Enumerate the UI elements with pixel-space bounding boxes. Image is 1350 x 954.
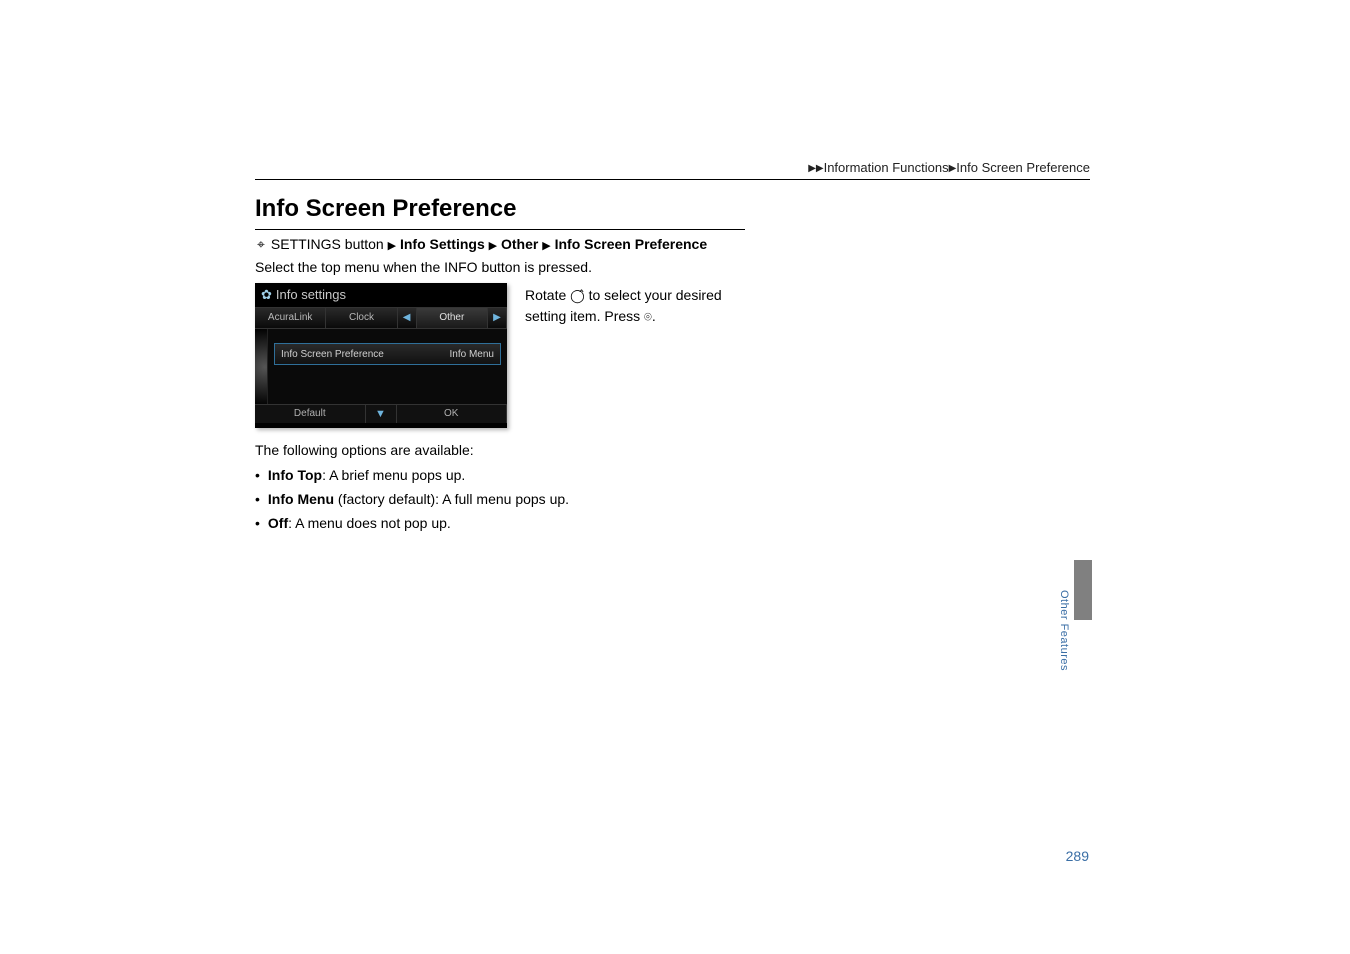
list-item: Off: A menu does not pop up. <box>255 512 855 536</box>
path-pref: Info Screen Preference <box>555 236 708 252</box>
option-desc: : A brief menu pops up. <box>322 467 465 483</box>
instruction-text: Select the top menu when the INFO button… <box>255 259 855 275</box>
path-other: Other <box>501 236 538 252</box>
tab-right-arrow-icon: ▶ <box>488 308 507 328</box>
nav-path: ⌖ SETTINGS button ▶ Info Settings ▶ Othe… <box>255 236 855 253</box>
triangle-icon: ▶▶ <box>808 163 823 174</box>
triangle-icon: ▶ <box>388 240 396 252</box>
breadcrumb: ▶▶Information Functions▶Info Screen Pref… <box>255 160 1090 180</box>
main-content: Info Screen Preference ⌖ SETTINGS button… <box>255 195 855 535</box>
device-screenshot: ✿ Info settings AcuraLink Clock ◀ Other ▶… <box>255 283 507 428</box>
triangle-icon: ▶ <box>542 240 550 252</box>
tab-left-arrow-icon: ◀ <box>398 308 417 328</box>
tab-other: Other <box>417 308 488 328</box>
screenshot-middle: Info Screen Preference Info Menu <box>255 329 507 404</box>
side-line1a: Rotate <box>525 287 570 303</box>
path-button: SETTINGS button <box>271 236 384 252</box>
knob-graphic <box>255 329 268 404</box>
side-tab: Other Features <box>1056 560 1092 690</box>
settings-icon: ⌖ <box>255 236 267 253</box>
option-label: Info Menu <box>268 491 334 507</box>
rotate-dial-icon: ◯̂ <box>570 288 585 303</box>
setting-row: Info Screen Preference Info Menu <box>274 343 501 365</box>
triangle-icon: ▶ <box>489 240 497 252</box>
options-intro: The following options are available: <box>255 442 855 458</box>
option-label: Off <box>268 515 288 531</box>
bottom-ok: OK <box>397 405 508 423</box>
side-line2a: setting item. Press <box>525 308 644 324</box>
bottom-default: Default <box>255 405 366 423</box>
breadcrumb-seg2: Info Screen Preference <box>956 160 1090 175</box>
side-tab-marker <box>1074 560 1092 620</box>
side-tab-label: Other Features <box>1058 590 1070 671</box>
screenshot-tabs: AcuraLink Clock ◀ Other ▶ <box>255 307 507 329</box>
setting-row-label: Info Screen Preference <box>281 349 384 360</box>
screenshot-title: Info settings <box>276 287 346 302</box>
side-instruction: Rotate ◯̂ to select your desired setting… <box>525 283 722 327</box>
option-desc: (factory default): A full menu pops up. <box>334 491 569 507</box>
setting-row-value: Info Menu <box>450 349 494 360</box>
page-title: Info Screen Preference <box>255 195 745 230</box>
list-item: Info Top: A brief menu pops up. <box>255 464 855 488</box>
breadcrumb-seg1: Information Functions <box>824 160 949 175</box>
option-label: Info Top <box>268 467 322 483</box>
page-number: 289 <box>1066 848 1089 864</box>
tab-acuralink: AcuraLink <box>255 308 326 328</box>
press-dial-icon: ⌾ <box>644 309 652 324</box>
side-line2b: . <box>652 308 656 324</box>
down-arrow-icon: ▼ <box>366 405 397 423</box>
screenshot-middle-content: Info Screen Preference Info Menu <box>268 329 507 404</box>
screenshot-title-row: ✿ Info settings <box>255 283 507 307</box>
gear-icon: ✿ <box>261 287 272 302</box>
tab-clock: Clock <box>326 308 397 328</box>
path-info-settings: Info Settings <box>400 236 485 252</box>
option-desc: : A menu does not pop up. <box>288 515 451 531</box>
list-item: Info Menu (factory default): A full menu… <box>255 488 855 512</box>
screenshot-bottom: Default ▼ OK <box>255 404 507 423</box>
screenshot-block: ✿ Info settings AcuraLink Clock ◀ Other ▶… <box>255 283 855 428</box>
options-list: Info Top: A brief menu pops up. Info Men… <box>255 464 855 535</box>
side-line1b: to select your desired <box>585 287 722 303</box>
